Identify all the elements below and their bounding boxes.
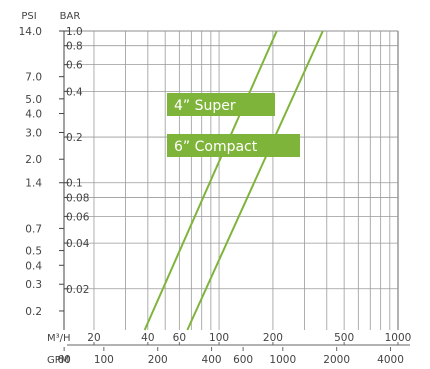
x-primary-unit: M³/H — [47, 333, 71, 344]
y-bar-tick-label: 0.04 — [66, 238, 90, 250]
y-left-tick-label: 1.4 — [25, 178, 42, 190]
y-bar-tick-label: 0.4 — [66, 86, 83, 98]
y-left-tick-label: 3.0 — [25, 128, 42, 140]
y-bar-tick-label: 0.6 — [66, 60, 83, 72]
y-bar-tick-label: 0.1 — [66, 178, 83, 190]
y-bar-tick-label: 1.0 — [66, 26, 83, 38]
series-label-6in-compact: 6” Compact — [174, 139, 258, 155]
x-primary-tick-label: 60 — [173, 332, 186, 344]
y-left-tick-label: 14.0 — [19, 26, 42, 38]
label-box-6in-compact — [167, 134, 300, 157]
y-left-tick-label: 0.5 — [25, 246, 42, 258]
y-left-unit: PSI — [21, 11, 36, 22]
x-secondary-tick-label: 2000 — [323, 354, 350, 366]
x-secondary-tick-label: 60 — [57, 354, 70, 366]
x-primary-tick-label: 500 — [334, 332, 354, 344]
y-bar-tick-label: 0.2 — [66, 132, 83, 144]
y-left-tick-label: 5.0 — [25, 94, 42, 106]
series-line-6in-compact — [186, 30, 324, 331]
x-primary-tick-label: 200 — [263, 332, 283, 344]
y-right-unit: BAR — [60, 11, 81, 22]
x-secondary-tick-label: 400 — [202, 354, 222, 366]
x-secondary-tick-label: 4000 — [377, 354, 404, 366]
x-secondary-tick-label: 1000 — [269, 354, 296, 366]
y-left-tick-label: 7.0 — [25, 72, 42, 84]
x-secondary-tick-label: 100 — [94, 354, 114, 366]
label-box-4in-super — [167, 93, 275, 116]
x-secondary-tick-label: 600 — [233, 354, 253, 366]
series-line-4in-super — [143, 30, 278, 331]
x-primary-tick-label: 1000 — [385, 332, 412, 344]
y-left-tick-label: 4.0 — [25, 109, 42, 121]
x-primary-tick-label: 40 — [141, 332, 154, 344]
x-secondary-unit: GPM — [47, 355, 69, 366]
y-left-tick-label: 2.0 — [25, 154, 42, 166]
y-left-tick-label: 0.2 — [25, 306, 42, 318]
y-bar-tick-label: 0.06 — [66, 211, 90, 223]
x-primary-tick-label: 100 — [209, 332, 229, 344]
x-secondary-tick-label: 200 — [148, 354, 168, 366]
x-primary-tick-label: 20 — [87, 332, 100, 344]
y-bar-tick-label: 0.8 — [66, 41, 83, 53]
y-left-tick-label: 0.4 — [25, 260, 42, 272]
y-bar-tick-label: 0.02 — [66, 284, 89, 296]
y-bar-tick-label: 0.08 — [66, 192, 89, 204]
y-left-tick-label: 0.3 — [25, 279, 42, 291]
y-left-tick-label: 0.7 — [25, 223, 42, 235]
series-label-4in-super: 4” Super — [174, 98, 236, 114]
